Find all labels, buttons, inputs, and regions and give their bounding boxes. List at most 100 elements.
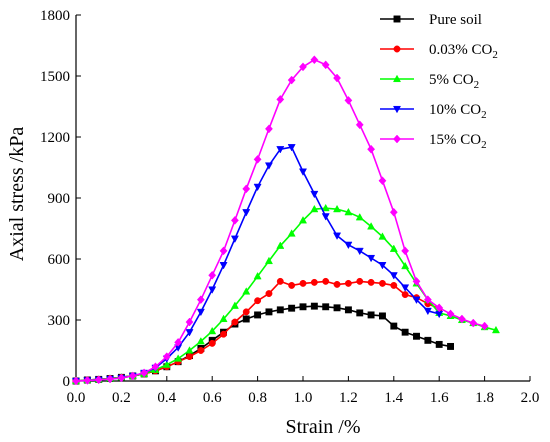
data-point	[230, 301, 239, 309]
data-point	[208, 326, 217, 335]
legend-label-main: 15% CO	[429, 132, 481, 148]
legend-label: 10% CO2	[429, 102, 487, 121]
data-point	[401, 284, 410, 292]
legend-item: 15% CO2	[380, 132, 487, 151]
data-point	[435, 340, 443, 348]
series-line	[75, 58, 485, 382]
data-point	[185, 346, 194, 354]
data-point	[389, 244, 398, 252]
data-point	[230, 215, 239, 225]
x-tick-label: 1.0	[294, 390, 313, 406]
data-point	[254, 297, 262, 305]
data-point	[185, 329, 194, 337]
data-point	[367, 311, 375, 319]
data-point	[287, 229, 296, 237]
data-point	[287, 75, 296, 85]
data-point	[355, 120, 364, 130]
series-line	[75, 305, 451, 382]
legend-label: 5% CO2	[429, 72, 479, 91]
data-point	[276, 277, 284, 285]
data-point	[322, 277, 330, 285]
y-tick-label: 300	[48, 313, 71, 329]
data-point	[333, 204, 342, 213]
data-point	[276, 95, 285, 104]
y-tick-label: 1200	[40, 130, 70, 146]
data-point	[367, 222, 376, 230]
data-point	[219, 314, 228, 323]
y-tick-label: 1500	[40, 69, 70, 85]
data-point	[310, 55, 319, 65]
data-point	[186, 353, 193, 361]
data-point	[401, 328, 409, 336]
data-point	[447, 342, 455, 350]
data-point	[242, 287, 251, 295]
data-point	[106, 374, 114, 384]
series-1	[72, 302, 455, 385]
data-point	[469, 318, 478, 328]
data-point	[287, 144, 296, 152]
data-point	[253, 154, 262, 164]
data-point	[344, 241, 353, 250]
data-point	[333, 280, 341, 288]
data-point	[344, 207, 353, 216]
data-point	[390, 322, 398, 330]
data-point	[264, 162, 273, 170]
data-point	[379, 279, 386, 287]
data-point	[344, 279, 352, 287]
data-point	[356, 309, 364, 317]
legend-marker	[393, 134, 401, 144]
data-point	[220, 330, 228, 338]
data-point	[94, 375, 103, 385]
legend-item: 10% CO2	[380, 102, 487, 121]
data-point	[151, 362, 160, 372]
x-tick-label: 0.2	[112, 390, 131, 406]
legend-label-main: Pure soil	[429, 12, 482, 28]
data-point	[140, 368, 149, 378]
y-axis-ticks: 0 300 600 900 1200 1500 1800	[40, 8, 81, 390]
x-tick-label: 1.8	[475, 390, 494, 406]
data-point	[446, 309, 455, 319]
data-point	[174, 337, 183, 347]
legend-label: Pure soil	[429, 12, 482, 28]
data-point	[378, 262, 387, 270]
legend-marker	[393, 45, 401, 53]
data-point	[254, 311, 262, 319]
data-point	[219, 246, 228, 256]
legend-item: 0.03% CO2	[380, 42, 498, 61]
series-3	[71, 203, 500, 385]
data-point	[356, 277, 364, 285]
data-point	[333, 73, 341, 83]
x-tick-label: 0.6	[203, 390, 222, 406]
data-point	[344, 96, 353, 105]
data-point	[457, 314, 466, 324]
data-point	[264, 256, 273, 265]
data-point	[299, 303, 307, 311]
legend-item: 5% CO2	[380, 72, 479, 91]
x-tick-label: 1.6	[430, 390, 449, 406]
data-point	[379, 312, 386, 320]
series-2	[72, 277, 443, 385]
data-point	[321, 203, 330, 212]
data-point	[413, 332, 420, 340]
data-point	[83, 376, 92, 385]
legend-label-subscript: 2	[474, 79, 480, 91]
data-point	[390, 281, 398, 289]
data-point	[355, 212, 364, 221]
data-point	[196, 308, 205, 317]
data-point	[367, 254, 376, 263]
legend-label-main: 5% CO	[429, 72, 474, 88]
data-point	[288, 281, 296, 289]
data-point	[265, 308, 273, 316]
data-point	[355, 247, 364, 256]
x-tick-label: 1.4	[384, 390, 403, 406]
y-axis-title: Axial stress /kPa	[6, 127, 28, 262]
data-point	[310, 302, 318, 310]
y-tick-label: 0	[63, 374, 71, 390]
legend-label-main: 10% CO	[429, 102, 481, 118]
x-tick-label: 1.2	[339, 390, 358, 406]
data-point	[298, 216, 308, 224]
x-tick-label: 0.4	[157, 390, 176, 406]
data-point	[321, 213, 330, 221]
